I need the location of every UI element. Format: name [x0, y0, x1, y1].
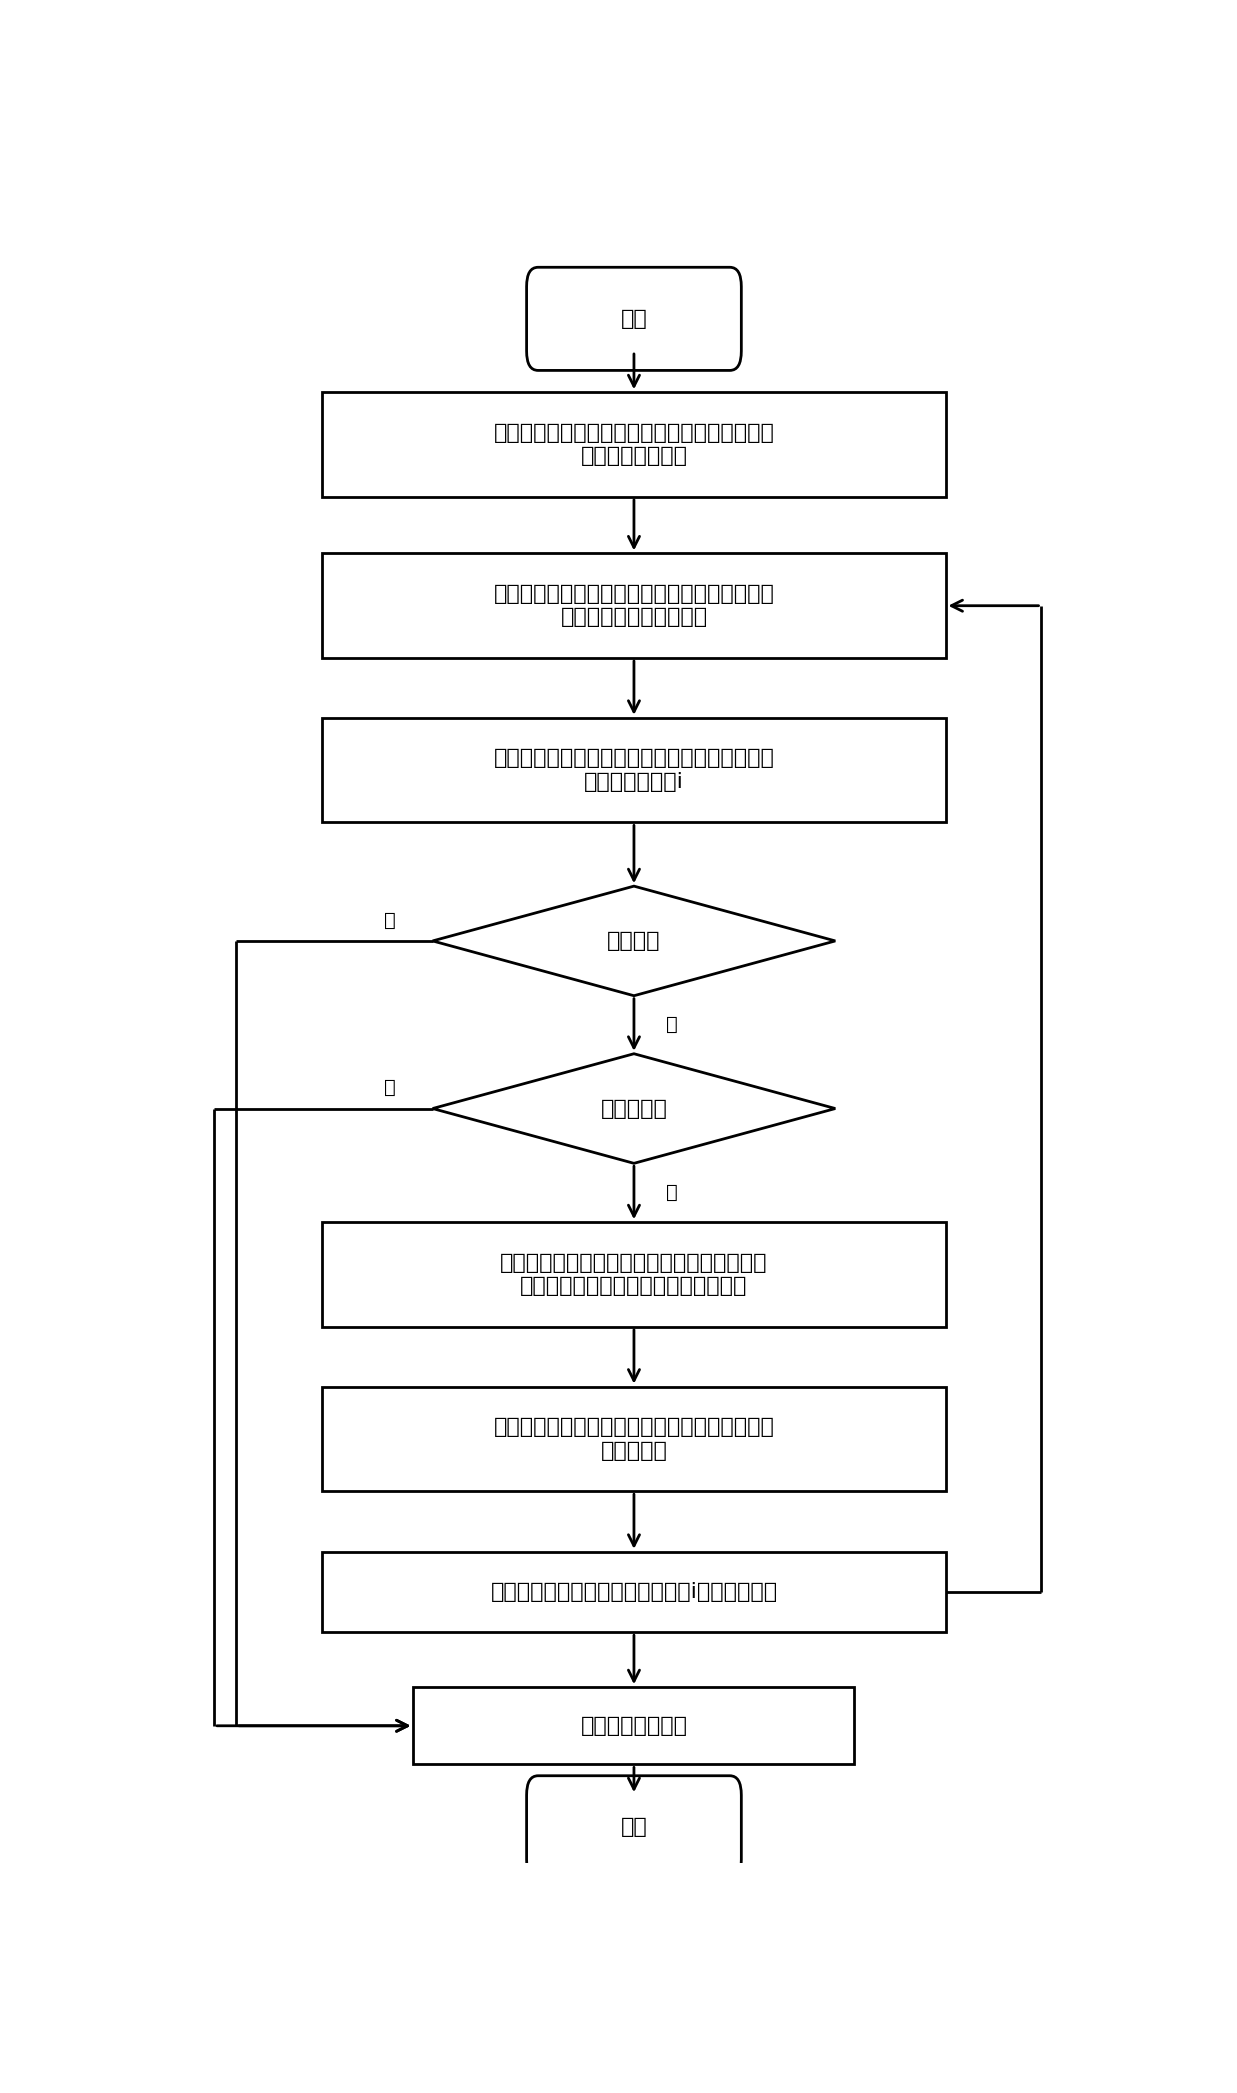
FancyBboxPatch shape	[413, 1687, 855, 1764]
FancyBboxPatch shape	[527, 268, 741, 370]
Text: 输入电压控制的上限值、下限值和电压控制的时
间步长和控制死区: 输入电压控制的上限值、下限值和电压控制的时 间步长和控制死区	[494, 423, 774, 467]
Text: 获取同步相量测装置的历史量测数据，采用卡
尔曼滤波方法估计戴维南等值模型参数: 获取同步相量测装置的历史量测数据，采用卡 尔曼滤波方法估计戴维南等值模型参数	[500, 1254, 768, 1296]
Text: 进入下一控制时步: 进入下一控制时步	[580, 1716, 688, 1735]
Polygon shape	[433, 885, 835, 996]
FancyBboxPatch shape	[323, 391, 945, 496]
FancyBboxPatch shape	[323, 1222, 945, 1327]
Text: 结束: 结束	[621, 1817, 647, 1838]
Text: 根据估计得到的戴维南等值参数，计算电压功率
灵敏度参数: 根据估计得到的戴维南等值参数，计算电压功率 灵敏度参数	[494, 1417, 774, 1461]
Text: 是: 是	[667, 1015, 678, 1034]
Text: 是: 是	[667, 1183, 678, 1201]
Text: 否: 否	[383, 1078, 396, 1097]
Text: 开始: 开始	[621, 310, 647, 329]
Text: 有剩余容量: 有剩余容量	[600, 1099, 668, 1118]
FancyBboxPatch shape	[323, 1551, 945, 1633]
FancyBboxPatch shape	[323, 1386, 945, 1492]
Text: 电压越限: 电压越限	[607, 931, 661, 950]
Text: 获取各电压观测节点当前的电压量测值，计算各
电压观测节点的电压偏差: 获取各电压观测节点当前的电压量测值，计算各 电压观测节点的电压偏差	[494, 584, 774, 628]
Polygon shape	[433, 1053, 835, 1164]
Text: 得到电压观测节点中电压偏差最大的节点，以及
对应的节点编号i: 得到电压观测节点中电压偏差最大的节点，以及 对应的节点编号i	[494, 749, 774, 791]
Text: 根据电压功率灵敏度参数确定节点i的无功投入量: 根据电压功率灵敏度参数确定节点i的无功投入量	[490, 1582, 778, 1601]
FancyBboxPatch shape	[323, 553, 945, 657]
Text: 否: 否	[383, 910, 396, 929]
FancyBboxPatch shape	[323, 718, 945, 823]
FancyBboxPatch shape	[527, 1775, 741, 1880]
